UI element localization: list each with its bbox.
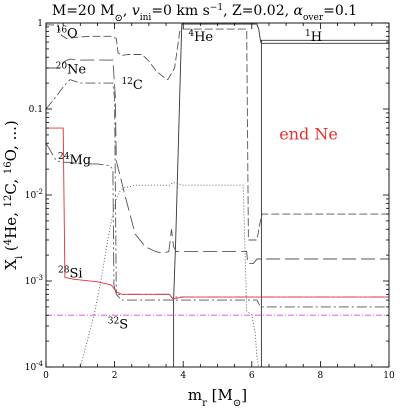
x-tick-label: 8 [318, 371, 324, 381]
series-label-4he: 4He [188, 29, 213, 45]
y-tick-label: 10-3 [25, 274, 43, 287]
series-label-24mg: 24Mg [58, 152, 91, 168]
series-label-1h: 1H [305, 29, 322, 45]
series-line-22ne [79, 181, 260, 368]
chart-title: M=20 M⊙, vini=0 km s−1, Z=0.02, αover=0.… [52, 3, 357, 24]
title-text: M=20 M⊙, vini=0 km s−1, Z=0.02, αover=0.… [52, 3, 357, 24]
series-line-20ne [46, 58, 389, 264]
series-label-20ne: 20Ne [56, 61, 87, 77]
axis-titles: mr [M⊙] Xi (4He, 12C, 16O, ...) [2, 120, 247, 408]
series-line-1h [260, 39, 389, 367]
x-axis-title: mr [M⊙] [188, 386, 247, 409]
series-layer [45, 23, 389, 368]
series-line-24mg [45, 142, 389, 298]
series-line-4he [173, 23, 389, 367]
y-tick-label: 1 [37, 19, 43, 29]
x-tick-label: 2 [112, 371, 118, 381]
y-tick-label: 0.1 [29, 105, 43, 115]
series-label-28si: 28Si [58, 265, 83, 281]
series-line-28si [46, 127, 389, 300]
axis-ticks: 0 2 4 6 8 10 10-4 10-3 10-2 0.1 1 [25, 19, 395, 381]
series-label-16o: 16O [56, 25, 78, 41]
x-tick-label: 10 [383, 371, 395, 381]
x-tick-label: 4 [180, 371, 186, 381]
series-label-32s: 32S [108, 317, 128, 333]
series-label-12c: 12C [121, 77, 142, 93]
y-tick-label: 10-2 [25, 188, 43, 201]
series-line-12c [45, 79, 389, 308]
x-tick-label: 0 [43, 371, 49, 381]
series-labels: 1H 4He 16O 20Ne 12C 24Mg 28Si 32S end Ne [56, 25, 338, 332]
y-axis-title: Xi (4He, 12C, 16O, ...) [2, 120, 25, 269]
x-tick-label: 6 [249, 371, 255, 381]
y-tick-label: 10-4 [25, 360, 44, 373]
series-line-16o [46, 24, 389, 241]
annotation-end-ne: end Ne [279, 125, 338, 144]
